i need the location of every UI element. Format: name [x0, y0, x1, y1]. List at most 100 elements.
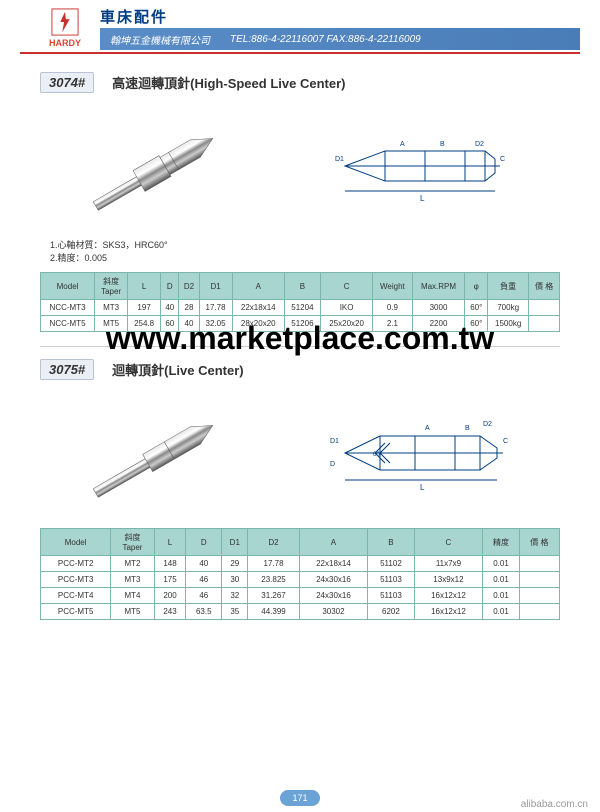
table-header: Max.RPM [412, 273, 465, 300]
svg-text:D1: D1 [330, 438, 339, 445]
logo-icon [51, 8, 79, 36]
table-header: B [368, 529, 414, 556]
table-header: D [161, 273, 179, 300]
table-header: D [186, 529, 222, 556]
table-cell: 197 [128, 300, 161, 316]
table-header: D2 [248, 529, 299, 556]
divider-line [20, 52, 580, 54]
table-cell: 1500kg [488, 316, 529, 332]
table-cell: 2200 [412, 316, 465, 332]
table-cell: 24x30x16 [299, 572, 368, 588]
table-cell: 16x12x12 [414, 604, 483, 620]
svg-text:C: C [503, 438, 508, 445]
table-cell: NCC-MT3 [41, 300, 95, 316]
table-cell: 700kg [488, 300, 529, 316]
table-cell: PCC-MT5 [41, 604, 111, 620]
table-cell: 200 [154, 588, 186, 604]
svg-text:60°: 60° [373, 452, 383, 458]
table-header: 斜度 Taper [95, 273, 128, 300]
table-row: PCC-MT4MT4200463231.26724x30x165110316x1… [41, 588, 560, 604]
table-cell: 46 [186, 588, 222, 604]
table-cell: 22x18x14 [232, 300, 284, 316]
table-cell [519, 588, 559, 604]
logo: HARDY [40, 8, 90, 58]
footer-link: alibaba.com.cn [521, 799, 588, 810]
svg-text:D: D [330, 461, 335, 468]
table-cell [529, 316, 560, 332]
table-cell: 16x12x12 [414, 588, 483, 604]
product-image-row: L D1 D A B D2 C 60° [40, 388, 560, 518]
table-cell: 23.825 [248, 572, 299, 588]
product-number: 3074# [40, 72, 94, 93]
info-bar: 翰坤五金機械有限公司 TEL:886-4-22116007 FAX:886-4-… [100, 28, 580, 50]
table-cell: 30 [222, 572, 248, 588]
page-number: 171 [280, 790, 320, 806]
svg-text:A: A [400, 141, 405, 148]
table-cell: 24x30x16 [299, 588, 368, 604]
table-cell: 51103 [368, 572, 414, 588]
table-header: 價 格 [519, 529, 559, 556]
product-title: 迴轉頂針(Live Center) [112, 360, 243, 379]
table-cell: IKO [320, 300, 372, 316]
spec-table-2: Model斜度 TaperLDD1D2ABC精度價 格 PCC-MT2MT214… [40, 528, 560, 620]
table-cell: 35 [222, 604, 248, 620]
table-row: PCC-MT2MT2148402917.7822x18x145110211x7x… [41, 556, 560, 572]
product-diagram: L D1 A B D2 C [325, 121, 525, 211]
svg-text:C: C [500, 156, 505, 163]
table-cell: 0.9 [373, 300, 412, 316]
table-cell: 60° [465, 300, 488, 316]
table-cell: PCC-MT4 [41, 588, 111, 604]
product-section-1: 3074# 高速迴轉頂針(High-Speed Live Center) [0, 72, 600, 332]
table-cell: MT5 [95, 316, 128, 332]
logo-text: HARDY [49, 38, 81, 48]
table-cell: 6202 [368, 604, 414, 620]
product-section-2: 3075# 迴轉頂針(Live Center) [0, 359, 600, 620]
table-cell [519, 604, 559, 620]
header: HARDY 車床配件 翰坤五金機械有限公司 TEL:886-4-22116007… [0, 0, 600, 60]
table-cell: 3000 [412, 300, 465, 316]
table-cell: 44.399 [248, 604, 299, 620]
table-header: 負重 [488, 273, 529, 300]
table-cell: 0.01 [483, 604, 519, 620]
table-header: D1 [222, 529, 248, 556]
table-cell: PCC-MT2 [41, 556, 111, 572]
svg-text:B: B [465, 425, 470, 432]
table-cell: MT5 [111, 604, 154, 620]
table-header: A [232, 273, 284, 300]
table-cell: 32 [222, 588, 248, 604]
table-cell: 0.01 [483, 556, 519, 572]
table-header: L [128, 273, 161, 300]
table-cell: 51102 [368, 556, 414, 572]
table-cell: 13x9x12 [414, 572, 483, 588]
table-cell: 0.01 [483, 588, 519, 604]
svg-text:A: A [425, 425, 430, 432]
table-header: D2 [179, 273, 199, 300]
table-cell: 51206 [284, 316, 320, 332]
table-cell: 40 [186, 556, 222, 572]
table-cell [519, 572, 559, 588]
table-cell: 51103 [368, 588, 414, 604]
table-cell [529, 300, 560, 316]
table-cell: 30302 [299, 604, 368, 620]
svg-text:L: L [420, 194, 425, 203]
table-cell: 22x18x14 [299, 556, 368, 572]
product-image-row: L D1 A B D2 C [40, 101, 560, 231]
section-divider [40, 346, 560, 347]
svg-text:D2: D2 [483, 421, 492, 428]
table-header: C [320, 273, 372, 300]
spec-table-1: Model斜度 TaperLDD2D1ABCWeightMax.RPMφ負重價 … [40, 272, 560, 332]
table-header: Model [41, 273, 95, 300]
table-cell [519, 556, 559, 572]
table-cell: 28x20x20 [232, 316, 284, 332]
table-row: PCC-MT5MT524363.53544.39930302620216x12x… [41, 604, 560, 620]
table-cell: 32.05 [199, 316, 232, 332]
table-cell: MT4 [111, 588, 154, 604]
table-header: 斜度 Taper [111, 529, 154, 556]
product-header: 3074# 高速迴轉頂針(High-Speed Live Center) [40, 72, 560, 93]
table-cell: MT3 [111, 572, 154, 588]
product-header: 3075# 迴轉頂針(Live Center) [40, 359, 560, 380]
table-cell: 175 [154, 572, 186, 588]
svg-text:D1: D1 [335, 156, 344, 163]
table-cell: 31.267 [248, 588, 299, 604]
table-cell: 28 [179, 300, 199, 316]
